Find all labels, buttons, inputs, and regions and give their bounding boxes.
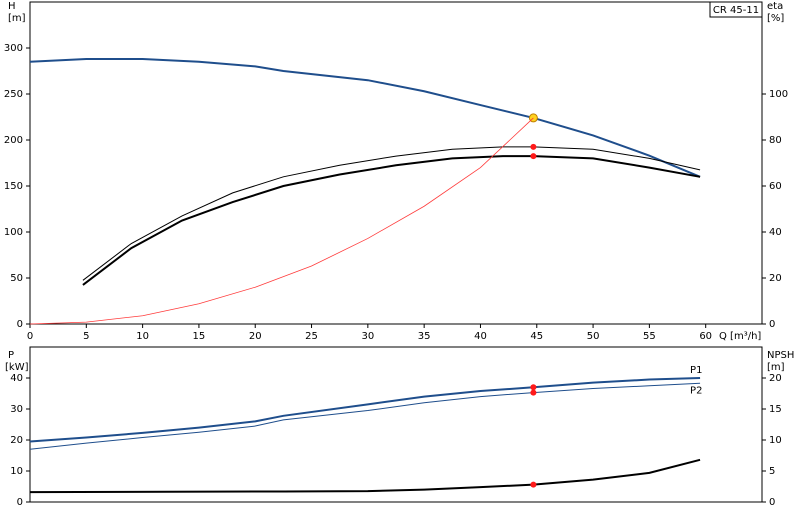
x-tick-label: 40: [474, 331, 487, 342]
x-tick-label: 5: [83, 331, 89, 342]
operating-point: [530, 384, 537, 391]
y2-tick-label: 100: [769, 89, 788, 100]
y-label: H: [8, 1, 16, 12]
curve: [29, 382, 701, 450]
y-tick-label: 100: [4, 227, 23, 238]
x-tick-label: 10: [136, 331, 149, 342]
x-tick-label: 15: [193, 331, 206, 342]
operating-point: [530, 153, 537, 160]
curve: [29, 117, 534, 325]
series-label: P2: [690, 385, 702, 396]
y-tick-label: 50: [10, 273, 23, 284]
annotation: CR 45-11: [713, 5, 759, 16]
y-tick-label: 40: [10, 373, 23, 384]
x-tick-label: 20: [249, 331, 262, 342]
y2-tick-label: 15: [769, 404, 782, 415]
x-tick-label: 55: [643, 331, 656, 342]
y2-tick-label: 40: [769, 227, 782, 238]
y-tick-label: 150: [4, 181, 23, 192]
lower-plot-frame: [29, 346, 763, 503]
y2-label: NPSH: [767, 350, 794, 361]
curve: [82, 146, 701, 281]
y-tick-label: 300: [4, 43, 23, 54]
y2-label: [%]: [767, 13, 784, 24]
y-tick-label: 20: [10, 435, 23, 446]
x-tick-label: 35: [418, 331, 431, 342]
y2-label: eta: [767, 1, 783, 12]
annotation-box: [709, 1, 763, 18]
y2-tick-label: 0: [769, 497, 775, 508]
curve: [29, 377, 701, 443]
x-tick-label: 30: [361, 331, 374, 342]
x-tick-label: 45: [530, 331, 543, 342]
curve: [82, 155, 701, 286]
x-label: Q [m³/h]: [719, 331, 761, 342]
curve: [29, 58, 701, 178]
x-tick-label: 25: [305, 331, 318, 342]
y-tick-label: 0: [17, 319, 23, 330]
x-tick-label: 60: [699, 331, 712, 342]
y2-tick-label: 20: [769, 273, 782, 284]
y2-label: [m]: [767, 362, 785, 373]
y2-tick-label: 10: [769, 435, 782, 446]
operating-point: [530, 389, 537, 396]
y-label: [kW]: [5, 362, 29, 373]
y-tick-label: 250: [4, 89, 23, 100]
y2-tick-label: 60: [769, 181, 782, 192]
y-label: P: [8, 350, 14, 361]
y2-tick-label: 80: [769, 135, 782, 146]
y2-tick-label: 5: [769, 466, 775, 477]
y2-tick-label: 0: [769, 319, 775, 330]
y-tick-label: 10: [10, 466, 23, 477]
upper-plot-frame: [29, 1, 763, 325]
y-label: [m]: [8, 13, 26, 24]
operating-point: [530, 481, 537, 488]
series-label: P1: [690, 365, 702, 376]
x-tick-label: 50: [587, 331, 600, 342]
x-tick-label: 0: [27, 331, 33, 342]
y-tick-label: 0: [17, 497, 23, 508]
y-tick-label: 30: [10, 404, 23, 415]
y-tick-label: 200: [4, 135, 23, 146]
curve: [29, 458, 701, 494]
y2-tick-label: 20: [769, 373, 782, 384]
operating-point: [530, 143, 537, 150]
